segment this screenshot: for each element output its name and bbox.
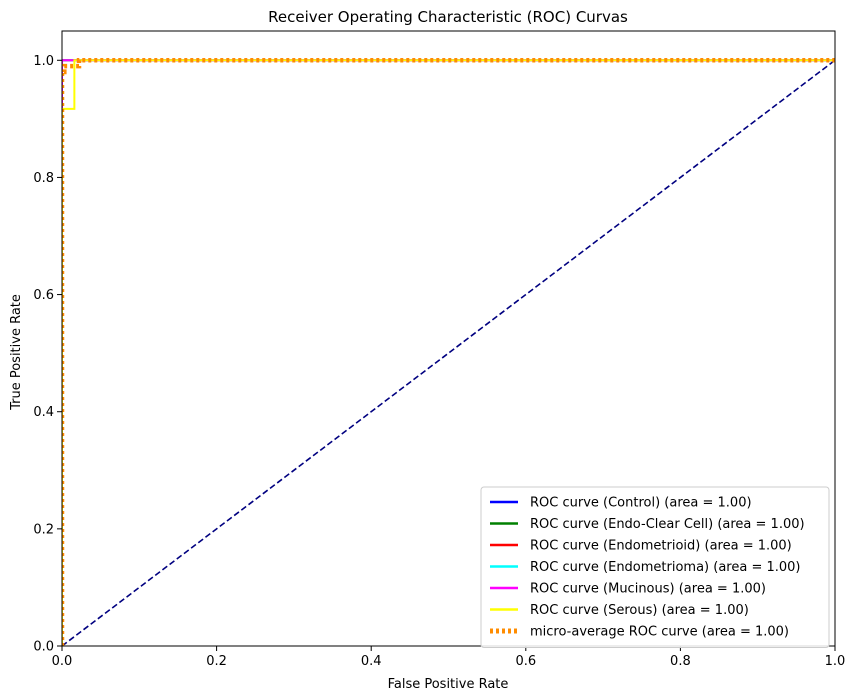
x-axis-label: False Positive Rate — [388, 677, 509, 692]
roc-series-line-5 — [62, 59, 835, 646]
legend-entry-6: micro-average ROC curve (area = 1.00) — [530, 625, 789, 640]
x-tick-label: 0.8 — [670, 654, 691, 669]
axes: 0.0 0.2 0.4 0.6 0.8 1.0 0.0 0.2 0.4 0.6 0.8 1.0 — [33, 30, 846, 669]
x-tick-label: 1.0 — [825, 654, 846, 669]
x-tick-label: 0.2 — [206, 654, 227, 669]
y-tick-label: 0.0 — [33, 640, 54, 655]
plot-frame — [61, 30, 836, 647]
x-tick-label: 0.4 — [361, 654, 382, 669]
legend-entry-5: ROC curve (Serous) (area = 1.00) — [530, 603, 749, 618]
legend-box — [480, 486, 830, 648]
y-tick-label: 0.2 — [33, 522, 54, 537]
legend-entry-3: ROC curve (Endometrioma) (area = 1.00) — [530, 560, 801, 575]
legend-entry-4: ROC curve (Mucinous) (area = 1.00) — [530, 582, 766, 597]
plot-area — [62, 58, 836, 647]
y-tick-label: 1.0 — [33, 54, 54, 69]
y-axis-label: True Positive Rate — [9, 294, 24, 411]
legend-entry-1: ROC curve (Endo-Clear Cell) (area = 1.00… — [530, 517, 805, 532]
y-tick-label: 0.4 — [33, 405, 54, 420]
roc-series-line-6 — [62, 58, 835, 646]
x-tick-label: 0.0 — [52, 654, 73, 669]
legend-entry-2: ROC curve (Endometrioid) (area = 1.00) — [530, 539, 792, 554]
x-tick-label: 0.6 — [515, 654, 536, 669]
y-tick-label: 0.6 — [33, 288, 54, 303]
y-tick-label: 0.8 — [33, 171, 54, 186]
legend-entry-0: ROC curve (Control) (area = 1.00) — [530, 496, 752, 511]
legend: ROC curve (Control) (area = 1.00) ROC cur… — [480, 486, 830, 648]
chart-title: Receiver Operating Characteristic (ROC) … — [268, 8, 628, 26]
